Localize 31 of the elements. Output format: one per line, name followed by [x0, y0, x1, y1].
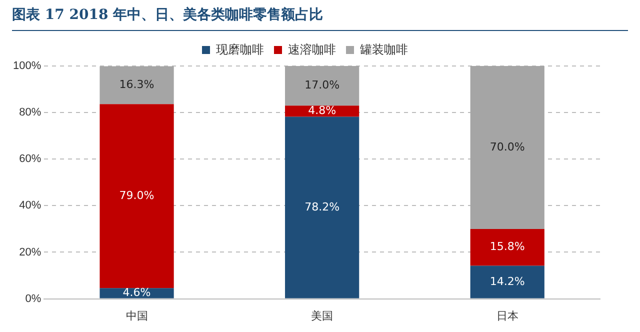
bar [470, 266, 544, 298]
data-label: 4.6% [122, 286, 151, 300]
data-label: 15.8% [490, 240, 525, 254]
data-label: 14.2% [490, 274, 525, 288]
data-label: 4.8% [308, 104, 336, 118]
y-tick-label: 0% [25, 292, 42, 305]
bar [285, 66, 360, 106]
y-tick-label: 60% [19, 153, 42, 166]
y-tick-label: 100% [12, 60, 42, 72]
y-tick-label: 40% [19, 200, 42, 212]
legend-label: 速溶咖啡 [288, 42, 336, 56]
x-tick-label: 美国 [311, 309, 334, 322]
data-label: 17.0% [304, 78, 340, 92]
bar [100, 104, 174, 288]
data-label: 78.2% [304, 200, 340, 214]
legend-label: 现磨咖啡 [216, 42, 264, 56]
bar [285, 116, 360, 298]
bar [100, 66, 174, 104]
bar [470, 228, 544, 266]
legend-label: 罐装咖啡 [360, 42, 408, 56]
x-tick-label: 中国 [126, 309, 148, 322]
data-label: 16.3% [119, 78, 154, 92]
bar [285, 106, 360, 117]
bar [100, 288, 174, 298]
data-label: 79.0% [119, 188, 154, 202]
data-label: 70.0% [490, 140, 525, 154]
bar [470, 66, 544, 229]
y-tick-label: 80% [19, 106, 42, 119]
x-tick-label: 日本 [496, 309, 518, 322]
chart-title: 图表 17 2018 年中、日、美各类咖啡零售额占比 [12, 6, 628, 31]
y-tick-label: 20% [19, 246, 42, 258]
